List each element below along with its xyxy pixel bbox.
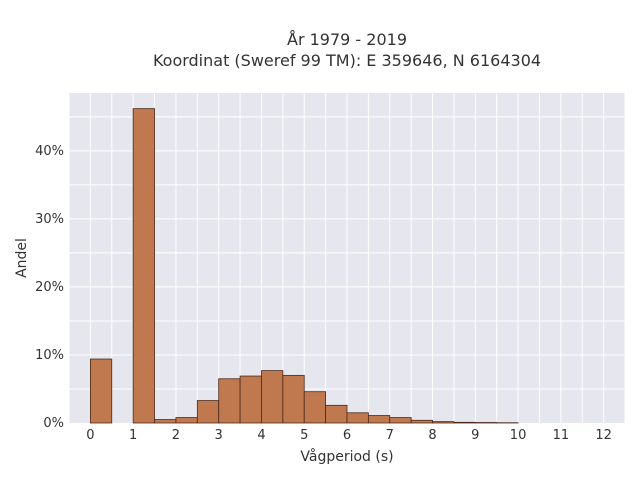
bar xyxy=(261,370,284,424)
y-tick-label: 20% xyxy=(35,280,64,295)
y-axis-label: Andel xyxy=(14,238,30,278)
chart-title-line-2: Koordinat (Sweref 99 TM): E 359646, N 61… xyxy=(153,51,541,70)
bar xyxy=(154,419,177,424)
bar xyxy=(367,415,391,424)
bar xyxy=(325,404,348,424)
bar xyxy=(132,108,155,424)
x-tick-label: 1 xyxy=(129,428,137,443)
x-tick-label: 3 xyxy=(215,428,223,443)
x-axis-label: Vågperiod (s) xyxy=(300,448,393,465)
bars xyxy=(89,108,519,424)
x-tick-label: 10 xyxy=(510,428,527,443)
y-tick-label: 30% xyxy=(35,212,64,227)
x-tick-label: 7 xyxy=(386,428,394,443)
x-tick-label: 0 xyxy=(86,428,94,443)
bar xyxy=(89,358,113,424)
x-tick-labels: 0 1 2 3 4 5 6 7 8 9 10 11 12 xyxy=(86,428,612,443)
grid-lines xyxy=(68,93,626,423)
bar xyxy=(346,412,369,424)
x-tick-label: 12 xyxy=(595,428,612,443)
bar xyxy=(432,421,455,424)
x-tick-label: 2 xyxy=(172,428,180,443)
x-tick-label: 8 xyxy=(428,428,436,443)
y-tick-label: 0% xyxy=(43,416,64,431)
y-tick-label: 10% xyxy=(35,348,64,363)
y-tick-label: 40% xyxy=(35,144,64,159)
chart-title-line-1: År 1979 - 2019 xyxy=(287,30,407,49)
x-tick-label: 4 xyxy=(257,428,265,443)
bar xyxy=(453,421,476,424)
bar xyxy=(239,375,262,424)
bar xyxy=(218,378,241,424)
bar xyxy=(282,374,305,424)
bar xyxy=(175,417,198,424)
bar xyxy=(410,419,433,424)
bar xyxy=(303,391,327,424)
x-tick-label: 5 xyxy=(300,428,308,443)
x-tick-label: 9 xyxy=(471,428,479,443)
bar xyxy=(196,400,220,424)
x-tick-label: 6 xyxy=(343,428,351,443)
x-tick-label: 11 xyxy=(553,428,570,443)
bar xyxy=(389,417,412,424)
y-tick-labels: 0% 10% 20% 30% 40% xyxy=(35,144,64,431)
